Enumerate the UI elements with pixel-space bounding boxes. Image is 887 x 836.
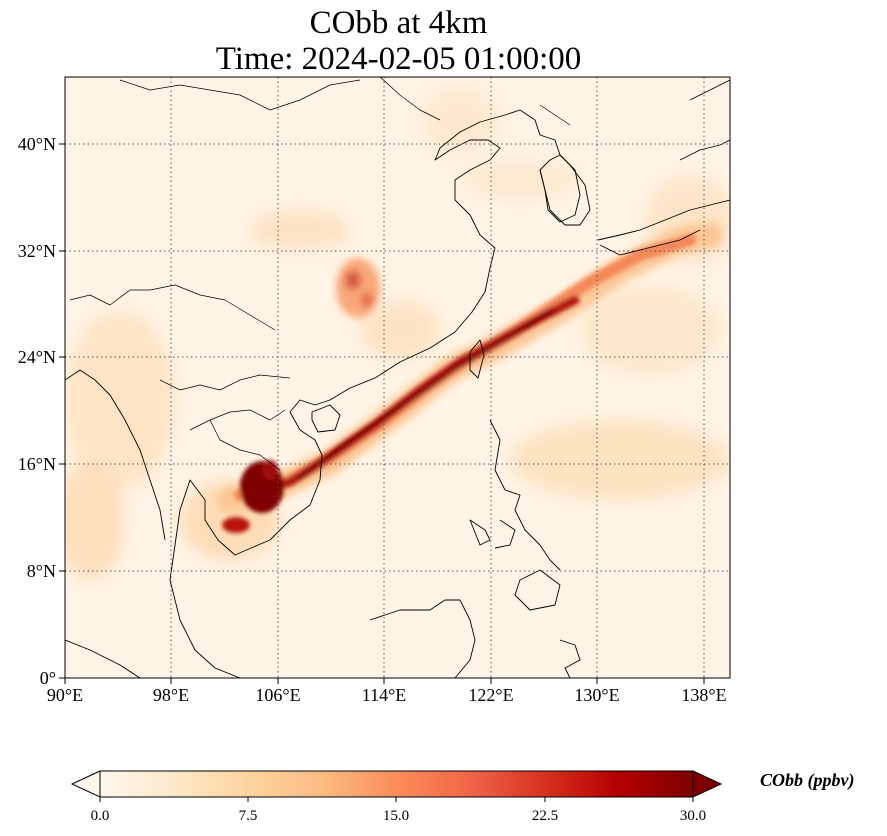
coastlines bbox=[65, 77, 730, 678]
lat-tick-label: 40°N bbox=[18, 134, 56, 154]
lon-tick-label: 106°E bbox=[255, 685, 300, 705]
colorbar-tick-label: 22.5 bbox=[532, 808, 558, 824]
lon-tick-label: 122°E bbox=[468, 685, 513, 705]
colorbar: 0.0 7.5 15.0 22.5 30.0 bbox=[70, 770, 723, 824]
lat-tick-label: 16°N bbox=[18, 454, 56, 474]
colorbar-tick-label: 15.0 bbox=[383, 808, 409, 824]
colorbar-label: CObb (ppbv) bbox=[760, 770, 855, 790]
lat-axis: 0° 8°N 16°N 24°N 32°N 40°N bbox=[18, 134, 65, 688]
lat-tick-label: 8°N bbox=[27, 561, 56, 581]
colorbar-scale bbox=[99, 770, 694, 798]
lon-tick-label: 138°E bbox=[681, 685, 726, 705]
concentration-field bbox=[65, 77, 730, 678]
lon-axis: 90°E 98°E 106°E 114°E 122°E 130°E 138°E bbox=[47, 678, 727, 705]
colorbar-min-arrow bbox=[70, 770, 101, 798]
colorbar-tick-label: 30.0 bbox=[680, 808, 706, 824]
colorbar-tick-label: 0.0 bbox=[91, 808, 110, 824]
lat-tick-label: 32°N bbox=[18, 241, 56, 261]
lat-tick-label: 24°N bbox=[18, 347, 56, 367]
lon-tick-label: 130°E bbox=[574, 685, 619, 705]
colorbar-max-arrow bbox=[692, 770, 723, 798]
lon-tick-label: 114°E bbox=[362, 685, 407, 705]
lon-tick-label: 90°E bbox=[47, 685, 83, 705]
colorbar-tick-label: 7.5 bbox=[239, 808, 258, 824]
gridlines bbox=[65, 77, 730, 678]
lon-tick-label: 98°E bbox=[153, 685, 189, 705]
map-frame bbox=[64, 76, 731, 679]
map-subtitle-time: Time: 2024-02-05 01:00:00 bbox=[215, 41, 582, 77]
map-title: CObb at 4km bbox=[309, 5, 488, 41]
lat-tick-label: 0° bbox=[40, 668, 56, 688]
